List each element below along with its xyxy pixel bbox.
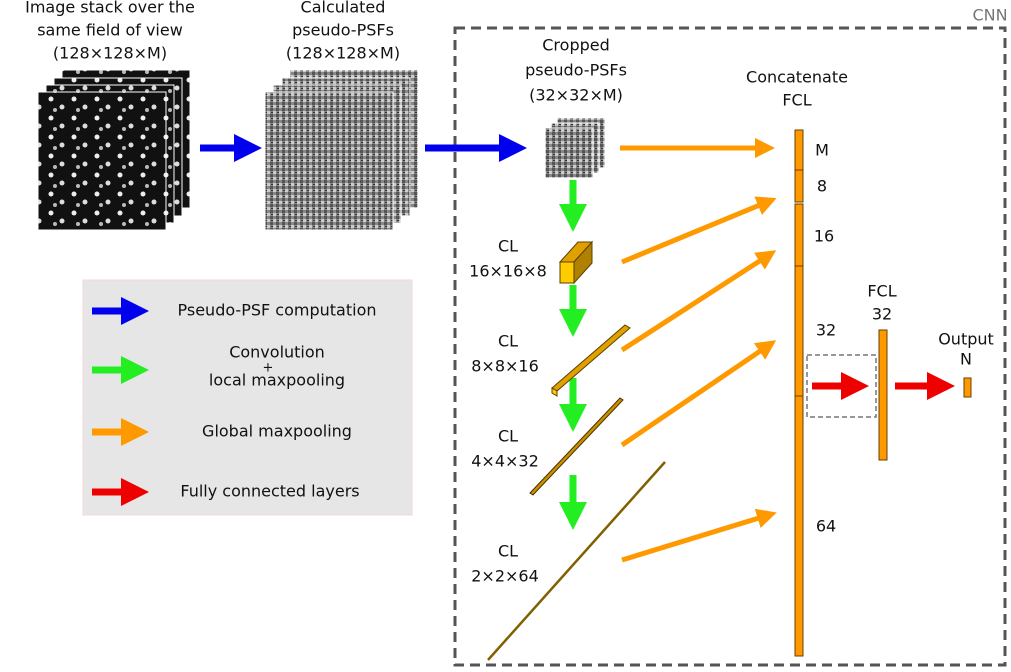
label: N xyxy=(960,350,972,369)
output-bar xyxy=(964,378,971,397)
label: (128×128×M) xyxy=(53,44,167,63)
image-stack xyxy=(38,70,190,230)
label: 8×8×16 xyxy=(471,357,539,376)
label: CL xyxy=(498,542,518,561)
fcl-bar xyxy=(879,330,887,460)
label: 32 xyxy=(872,305,892,324)
legend-label: Fully connected layers xyxy=(180,482,359,501)
label: CL xyxy=(498,427,518,446)
label: 2×2×64 xyxy=(471,567,539,586)
page: CNN Image stack over the same field of v… xyxy=(0,0,1011,672)
label: (32×32×M) xyxy=(529,86,623,105)
label: 4×4×32 xyxy=(471,452,539,471)
label: CL xyxy=(498,332,518,351)
diagram: CNN Image stack over the same field of v… xyxy=(0,0,1011,672)
segment-label: 8 xyxy=(817,177,827,196)
label: FCL xyxy=(867,282,896,301)
legend-label: local maxpooling xyxy=(209,371,345,390)
label: pseudo-PSFs xyxy=(292,21,394,40)
cnn-label: CNN xyxy=(972,6,1007,25)
legend-label: Convolution xyxy=(229,343,325,362)
legend-label: Pseudo-PSF computation xyxy=(178,301,377,320)
label: pseudo-PSFs xyxy=(525,61,627,80)
legend-label: Global maxpooling xyxy=(202,422,352,441)
label: Output xyxy=(938,330,994,349)
segment-label: 32 xyxy=(816,321,836,340)
label: Image stack over the xyxy=(25,0,195,17)
label: CL xyxy=(498,237,518,256)
label: Cropped xyxy=(542,36,610,55)
segment-label: M xyxy=(815,141,829,160)
concat-fcl xyxy=(795,130,803,656)
label: 16×16×8 xyxy=(469,262,547,281)
pool-arrows xyxy=(620,148,772,560)
label: FCL xyxy=(782,91,811,110)
segment-label: 64 xyxy=(816,517,836,536)
label: Concatenate xyxy=(746,68,848,87)
pseudo-psf-stack xyxy=(265,70,418,230)
cropped-stack xyxy=(545,118,605,178)
segment-label: 16 xyxy=(814,227,834,246)
label: (128×128×M) xyxy=(286,44,400,63)
label: Calculated xyxy=(301,0,386,17)
label: same field of view xyxy=(37,21,183,40)
